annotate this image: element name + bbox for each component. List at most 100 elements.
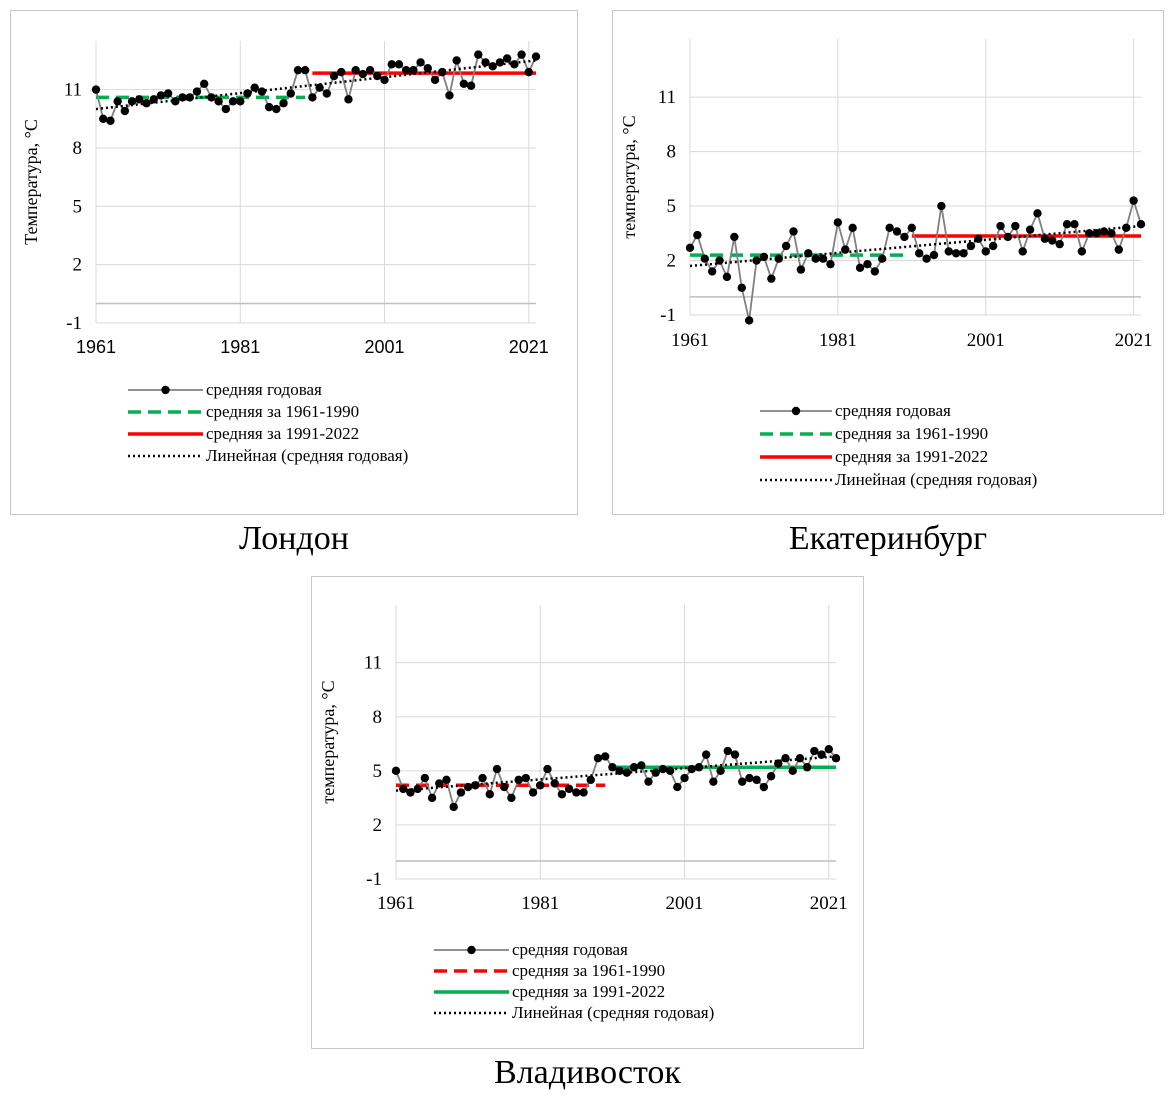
data-point — [863, 259, 872, 269]
data-point — [870, 267, 880, 276]
data-point — [99, 114, 108, 123]
data-point — [1040, 234, 1050, 243]
data-point — [694, 763, 704, 772]
data-point — [91, 85, 101, 94]
y-tick-label: 2 — [667, 251, 677, 272]
data-point — [1018, 247, 1027, 256]
data-point — [445, 91, 454, 100]
data-point — [629, 763, 639, 772]
data-point — [322, 89, 332, 98]
data-point — [716, 766, 725, 776]
data-point — [466, 81, 476, 90]
data-point — [781, 241, 791, 251]
data-point — [644, 777, 653, 786]
data-point — [680, 773, 689, 783]
data-point — [521, 773, 531, 783]
legend-label: средняя годовая — [512, 940, 628, 959]
data-point — [1107, 229, 1116, 238]
data-point — [502, 54, 512, 63]
data-point — [831, 754, 841, 763]
data-point — [966, 241, 976, 251]
data-point — [744, 316, 754, 325]
legend-label: средняя за 1991-2022 — [835, 447, 988, 466]
x-tick-label: 1981 — [521, 893, 559, 914]
data-point — [442, 775, 451, 785]
caption-london: Лондон — [239, 520, 349, 557]
data-point — [456, 788, 466, 797]
legend-label: средняя за 1991-2022 — [206, 424, 359, 443]
gridlines — [395, 605, 836, 880]
data-point — [687, 764, 696, 774]
data-point — [106, 116, 115, 125]
data-point — [344, 95, 353, 104]
data-point — [315, 83, 324, 92]
data-point — [878, 254, 887, 263]
data-point — [550, 779, 559, 788]
data-point — [264, 102, 274, 112]
data-point — [531, 52, 541, 61]
caption-yekaterinburg: Екатеринбург — [788, 520, 988, 557]
data-point — [818, 254, 828, 263]
data-point — [536, 781, 545, 790]
data-point — [959, 249, 968, 258]
data-point — [401, 65, 411, 75]
data-point — [914, 249, 924, 258]
data-point — [637, 761, 646, 770]
x-tick-label: 2001 — [365, 337, 405, 357]
legend-label: Линейная (средняя годовая) — [835, 470, 1037, 489]
data-point — [528, 788, 538, 797]
data-point — [1048, 236, 1057, 245]
legend-label: средняя годовая — [206, 380, 322, 399]
legend-marker — [467, 945, 476, 955]
data-point — [1122, 223, 1131, 233]
data-point — [492, 764, 502, 774]
x-tick-label: 2021 — [509, 337, 549, 357]
data-point — [944, 247, 953, 256]
data-point — [572, 788, 581, 797]
data-point — [329, 71, 339, 81]
data-point — [394, 60, 404, 69]
data-point — [171, 97, 180, 106]
y-tick-label: 8 — [667, 142, 677, 163]
data-point — [427, 793, 437, 803]
data-point — [907, 223, 917, 233]
data-point — [459, 79, 469, 88]
data-point — [127, 97, 137, 106]
data-point — [796, 265, 806, 274]
data-point — [435, 779, 444, 788]
data-point — [391, 766, 401, 776]
data-point — [766, 772, 776, 781]
legend: средняя годовая средняя за 1961-1990 средн… — [128, 380, 408, 465]
data-point — [885, 223, 894, 233]
linear-trend-line — [95, 59, 537, 111]
data-point — [1070, 220, 1079, 229]
data-point — [788, 766, 797, 776]
data-point — [701, 750, 711, 759]
data-point — [365, 65, 375, 75]
data-point — [300, 65, 310, 75]
data-point — [409, 65, 418, 75]
data-point — [922, 254, 931, 263]
data-point — [1099, 227, 1109, 236]
data-point — [543, 764, 552, 774]
data-point — [214, 97, 223, 106]
legend-marker — [791, 406, 801, 416]
data-point — [449, 802, 458, 812]
data-point — [586, 775, 595, 785]
chart-panel-london: -1 2 5 8 11 1961 1981 2001 2021 Температура, °С ср… — [10, 10, 578, 515]
data-point — [593, 754, 603, 763]
legend-marker — [161, 385, 170, 395]
data-point — [557, 790, 567, 799]
data-point — [416, 58, 425, 67]
data-point — [243, 89, 252, 98]
line-chart-vladivostok: -1 2 5 8 11 1961 1981 2001 2021 температура, °С ср… — [318, 605, 848, 1022]
y-tick-label: -1 — [660, 305, 676, 326]
data-point — [929, 250, 939, 260]
data-point — [156, 91, 166, 100]
legend-label: средняя за 1961-1990 — [512, 961, 665, 980]
y-tick-label: 8 — [373, 707, 383, 728]
y-tick-label: 5 — [667, 196, 677, 217]
data-point — [279, 99, 288, 108]
data-point — [337, 67, 346, 77]
data-point — [517, 50, 526, 59]
